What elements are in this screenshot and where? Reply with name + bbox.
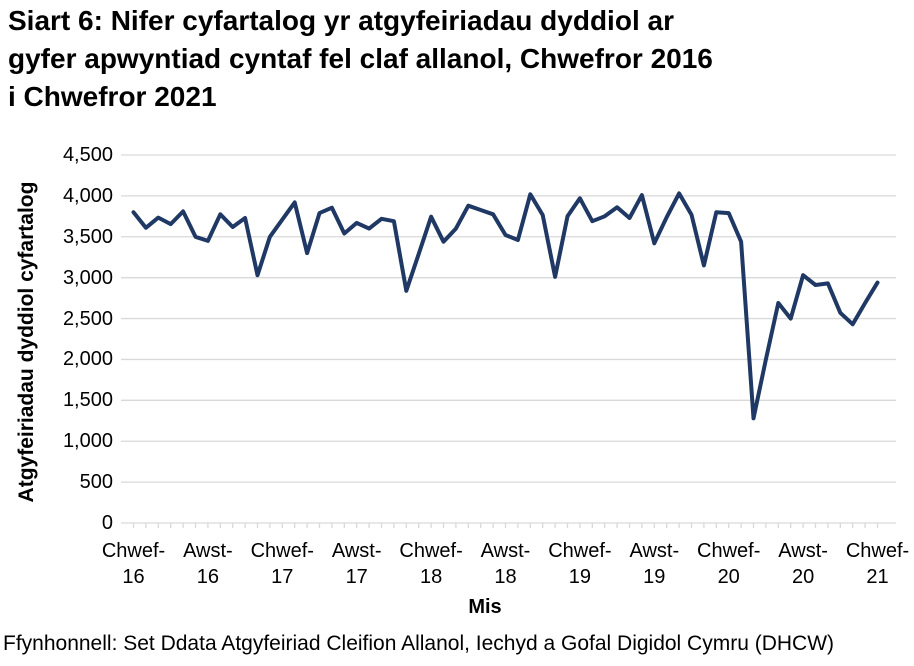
- x-tick-label: Awst- 19: [629, 540, 680, 588]
- chart-title: Siart 6: Nifer cyfartalog yr atgyfeiriad…: [8, 5, 713, 112]
- data-line-referrals: [131, 191, 880, 421]
- y-tick-label: 3,500: [62, 225, 113, 248]
- x-tick-label: Chwef- 21: [845, 540, 910, 588]
- y-tick-label: 4,000: [62, 184, 113, 207]
- x-axis-title: Mis: [468, 596, 502, 618]
- footer-source: Ffynhonnell: Set Ddata Atgyfeiriad Cleif…: [3, 632, 835, 655]
- x-tick-label: Chwef- 17: [250, 540, 314, 588]
- x-tick-label: Chwef- 20: [697, 540, 761, 588]
- x-tick-label: Chwef- 19: [548, 540, 612, 588]
- x-tick-label: Chwef- 18: [399, 540, 463, 588]
- y-tick-label: 1,000: [62, 430, 113, 453]
- x-tick-label: Awst- 16: [183, 540, 233, 588]
- y-tick-label: 4,500: [62, 144, 113, 166]
- x-tick-label: Chwef- 16: [101, 540, 166, 588]
- x-tick-label: Awst- 17: [331, 540, 382, 588]
- y-tick-label: 0: [101, 512, 113, 534]
- y-tick-label: 1,500: [62, 389, 113, 412]
- y-tick-label: 500: [79, 471, 113, 494]
- y-tick-label: 3,000: [62, 266, 113, 289]
- x-tick-label: Awst- 20: [778, 540, 828, 588]
- x-tick-label: Awst- 18: [480, 540, 531, 588]
- y-tick-label: 2,000: [62, 348, 113, 371]
- y-tick-label: 2,500: [62, 307, 113, 330]
